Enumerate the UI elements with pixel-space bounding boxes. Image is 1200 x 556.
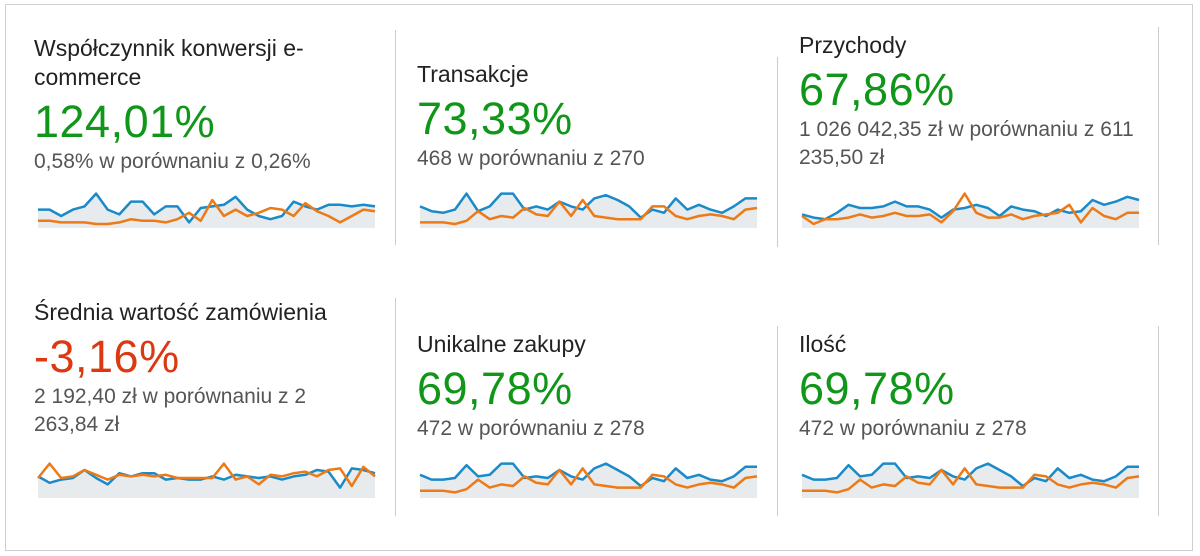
metric-change: 73,33% (417, 93, 573, 144)
sparkline-previous-series (801, 192, 1139, 226)
metric-label: Ilość (799, 331, 847, 357)
metric-comparison: 0,58% w porównaniu z 0,26% (34, 150, 311, 173)
divider (777, 57, 778, 247)
metric-tile-unique-purchases[interactable]: Unikalne zakupy 69,78% 472 w porównaniu … (417, 330, 757, 443)
divider (395, 298, 396, 516)
metric-change: -3,16% (34, 331, 180, 382)
metric-comparison: 468 w porównaniu z 270 (417, 147, 645, 170)
metric-label: Transakcje (417, 61, 529, 87)
metric-change: 69,78% (417, 363, 573, 414)
sparkline-chart (801, 192, 1140, 228)
metric-tile-average-order-value[interactable]: Średnia wartość zamówienia -3,16% 2 192,… (34, 298, 374, 439)
sparkline-current-series (419, 192, 757, 219)
divider (1158, 27, 1159, 245)
metric-label: Unikalne zakupy (417, 331, 586, 357)
metric-comparison: 472 w porównaniu z 278 (417, 417, 645, 440)
divider (1158, 326, 1159, 516)
sparkline-chart (38, 192, 376, 228)
sparkline-chart (37, 462, 376, 498)
metric-change: 124,01% (34, 96, 216, 147)
sparkline-chart (419, 192, 758, 228)
sparkline-chart (801, 462, 1140, 498)
metric-change: 67,86% (799, 64, 955, 115)
sparkline-area (802, 196, 1139, 228)
sparkline-previous-series (420, 198, 758, 226)
metric-comparison: 2 192,40 zł w porównaniu z 2 263,84 zł (34, 385, 307, 436)
ecommerce-metrics-panel (5, 4, 1193, 551)
sparkline-current-series (801, 195, 1140, 221)
sparkline-previous-series (802, 467, 1140, 494)
metric-label: Współczynnik konwersji e-commerce (34, 35, 304, 90)
metric-label: Średnia wartość zamówienia (34, 299, 327, 325)
sparkline-previous-series (38, 198, 376, 226)
metric-comparison: 472 w porównaniu z 278 (799, 417, 1027, 440)
metric-tile-conversion-rate[interactable]: Współczynnik konwersji e-commerce 124,01… (34, 34, 374, 176)
sparkline-previous-series (37, 462, 376, 488)
metric-label: Przychody (799, 32, 907, 58)
metric-tile-quantity[interactable]: Ilość 69,78% 472 w porównaniu z 278 (799, 330, 1139, 443)
metric-tile-revenue[interactable]: Przychody 67,86% 1 026 042,35 zł w porów… (799, 31, 1139, 172)
sparkline-current-series (38, 192, 376, 224)
metric-change: 69,78% (799, 363, 955, 414)
divider (395, 30, 396, 245)
sparkline-chart (419, 462, 758, 498)
divider (777, 326, 778, 516)
sparkline-current-series (419, 462, 757, 488)
sparkline-current-series (801, 462, 1139, 488)
sparkline-previous-series (420, 467, 758, 494)
metric-comparison: 1 026 042,35 zł w porównaniu z 611 235,5… (799, 118, 1134, 169)
metric-tile-transactions[interactable]: Transakcje 73,33% 468 w porównaniu z 270 (417, 60, 757, 173)
